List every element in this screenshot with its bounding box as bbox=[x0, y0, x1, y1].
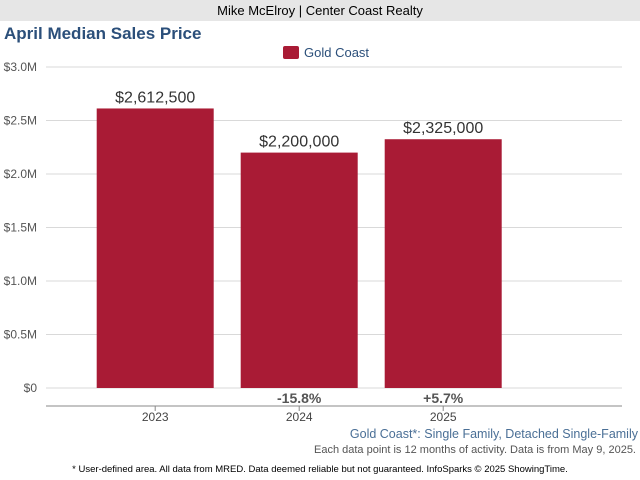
bar bbox=[96, 108, 214, 389]
y-tick-label: $0.5M bbox=[4, 328, 37, 342]
legend-label: Gold Coast bbox=[304, 45, 369, 60]
y-tick-label: $2.5M bbox=[4, 114, 37, 128]
bar-value-label: $2,325,000 bbox=[403, 120, 483, 137]
bar-chart: $0 $0.5M $1.0M $1.5M $2.0M $2.5M $3.0M $2,612,5… bbox=[4, 45, 622, 424]
area-subtitle: Gold Coast*: Single Family, Detached Sin… bbox=[349, 427, 638, 441]
y-tick-label: $0 bbox=[24, 381, 38, 395]
y-tick-label: $1.0M bbox=[4, 274, 37, 288]
chart-title: April Median Sales Price bbox=[4, 24, 202, 43]
data-note: Each data point is 12 months of activity… bbox=[313, 444, 636, 456]
bar-value-label: $2,612,500 bbox=[115, 89, 195, 106]
y-tick-label: $3.0M bbox=[4, 60, 37, 74]
legend-swatch bbox=[283, 46, 299, 59]
y-tick-label: $1.5M bbox=[4, 221, 37, 235]
y-tick-label: $2.0M bbox=[4, 167, 37, 181]
bar-value-label: $2,200,000 bbox=[259, 134, 339, 151]
x-tick-label: 2024 bbox=[286, 410, 313, 424]
x-tick-label: 2023 bbox=[142, 410, 169, 424]
footnote: * User-defined area. All data from MRED.… bbox=[0, 460, 640, 480]
x-tick-label: 2025 bbox=[430, 410, 457, 424]
bar bbox=[384, 139, 502, 388]
agent-header: Mike McElroy | Center Coast Realty bbox=[0, 0, 640, 21]
change-label: +5.7% bbox=[423, 390, 464, 406]
change-label: -15.8% bbox=[277, 390, 322, 406]
bar bbox=[240, 152, 358, 388]
